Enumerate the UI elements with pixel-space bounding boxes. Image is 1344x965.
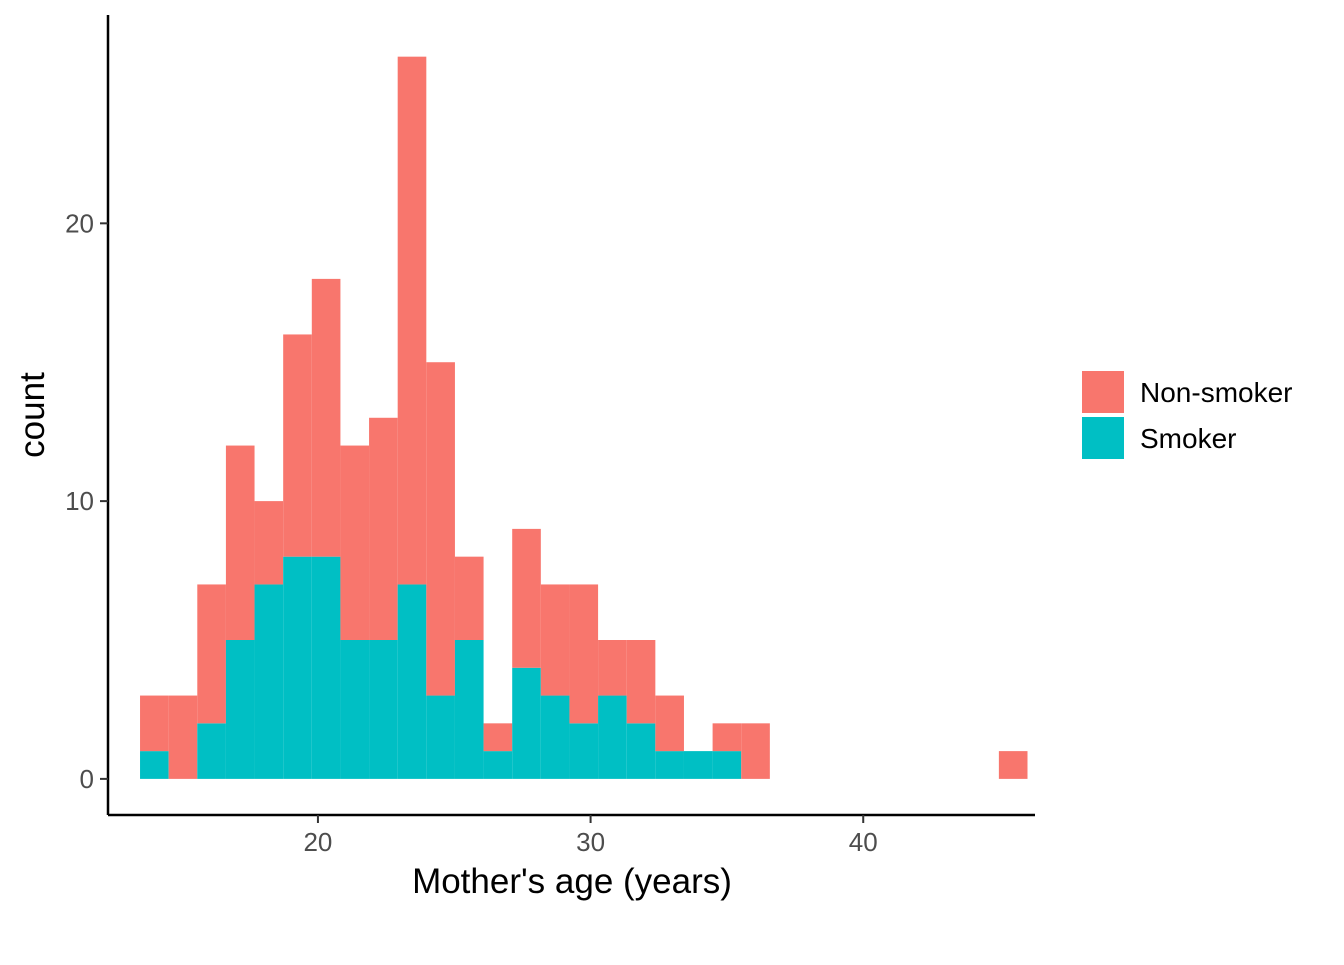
bar-smoker-15	[569, 723, 599, 779]
bar-non-smoker-6	[311, 278, 341, 557]
y-tick-label-20: 20	[65, 208, 94, 238]
bar-smoker-4	[254, 584, 284, 779]
bar-smoker-19	[683, 751, 713, 779]
bar-smoker-9	[397, 584, 427, 779]
x-tick-label-40: 40	[849, 827, 878, 857]
bar-non-smoker-17	[626, 640, 656, 724]
axes-layer: 20 30 40 0 10 20	[65, 15, 1035, 857]
y-axis-title: count	[13, 372, 52, 458]
bar-smoker-17	[626, 723, 656, 779]
bar-smoker-5	[283, 556, 312, 779]
x-axis-title: Mother's age (years)	[412, 862, 732, 901]
bar-non-smoker-2	[197, 584, 226, 724]
bar-smoker-3	[225, 640, 255, 779]
bar-non-smoker-14	[540, 584, 570, 696]
legend-label-non-smoker: Non-smoker	[1140, 377, 1292, 408]
bar-non-smoker-18	[655, 695, 684, 752]
bar-smoker-2	[197, 723, 226, 779]
bar-non-smoker-20	[712, 723, 742, 752]
bar-non-smoker-9	[397, 56, 427, 585]
bar-smoker-20	[712, 751, 742, 779]
bar-smoker-16	[598, 695, 627, 779]
bar-non-smoker-7	[340, 445, 370, 640]
bar-non-smoker-12	[483, 723, 513, 752]
bar-non-smoker-21	[741, 723, 770, 779]
legend-key-non-smoker	[1082, 371, 1124, 413]
y-tick-label-10: 10	[65, 486, 94, 516]
bar-non-smoker-15	[569, 584, 599, 724]
bar-non-smoker-3	[225, 445, 255, 640]
bar-non-smoker-13	[512, 528, 541, 668]
legend-label-smoker: Smoker	[1140, 423, 1236, 454]
bar-smoker-0	[140, 751, 169, 779]
bars-layer	[140, 56, 1028, 779]
bar-smoker-6	[311, 556, 341, 779]
bar-smoker-11	[454, 640, 484, 779]
bar-smoker-13	[512, 667, 541, 779]
bar-non-smoker-10	[426, 362, 455, 696]
bar-non-smoker-30	[998, 751, 1028, 779]
bar-non-smoker-1	[168, 695, 198, 779]
legend-key-smoker	[1082, 417, 1124, 459]
legend: Non-smoker Smoker	[1082, 371, 1292, 459]
y-tick-label-0: 0	[80, 764, 94, 794]
bar-non-smoker-5	[283, 334, 312, 557]
bar-non-smoker-8	[369, 417, 398, 640]
bar-smoker-14	[540, 695, 570, 779]
x-tick-label-20: 20	[303, 827, 332, 857]
bar-smoker-12	[483, 751, 513, 779]
x-tick-label-30: 30	[576, 827, 605, 857]
bar-non-smoker-16	[598, 640, 627, 696]
bar-smoker-7	[340, 640, 370, 779]
bar-smoker-10	[426, 695, 455, 779]
bar-non-smoker-4	[254, 501, 284, 585]
bar-smoker-8	[369, 640, 398, 779]
bar-non-smoker-0	[140, 695, 169, 752]
bar-smoker-18	[655, 751, 684, 779]
bar-non-smoker-11	[454, 556, 484, 640]
